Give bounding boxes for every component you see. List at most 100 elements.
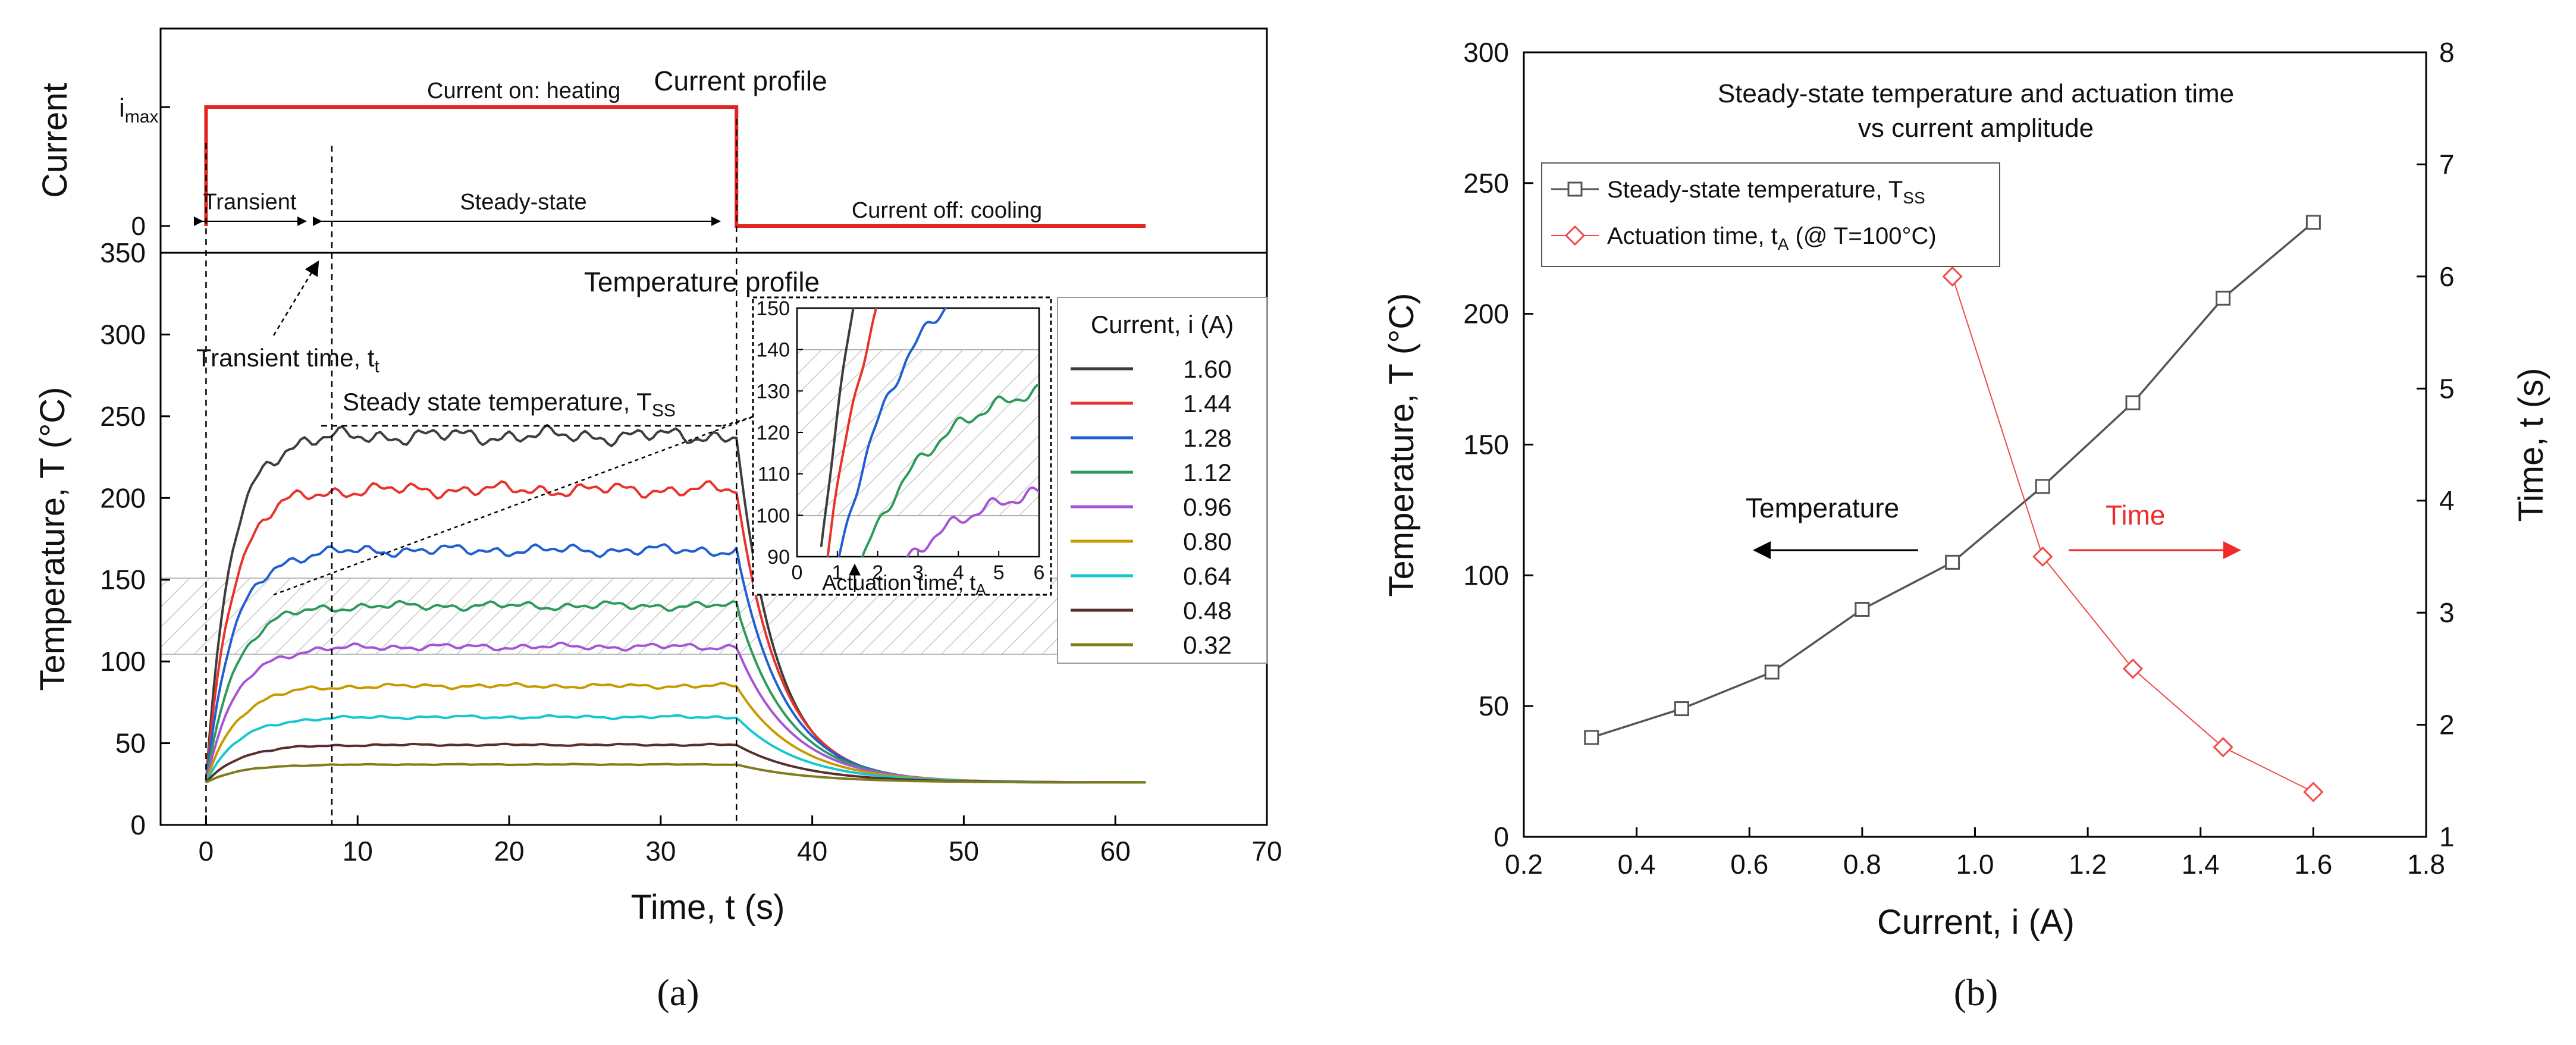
- temperature-point: [1584, 730, 1599, 745]
- temperature-point: [2125, 395, 2141, 410]
- legend-label-0.80: 0.80: [1183, 528, 1232, 556]
- current-plot-frame: [159, 27, 1268, 254]
- panel-b-ylabel-left: Temperature, T (°C): [1382, 293, 1421, 597]
- temperature-profile-plot: Temperature profile 0 10 20 30 40 50 60 7005010…: [33, 119, 1282, 927]
- temperature-profile-title: Temperature profile: [584, 266, 820, 297]
- inset-xtick-label: 6: [1034, 561, 1045, 584]
- current-ytick-zero: 0: [131, 212, 146, 241]
- b-ytick-right-label: 4: [2439, 485, 2455, 516]
- inset-curve-1.12: [861, 384, 1039, 557]
- legend-tss-sub: SS: [1903, 189, 1925, 207]
- actuation-time-point: [2122, 658, 2144, 679]
- inset-xlabel-sub: A: [975, 580, 986, 598]
- inset-curve-0.64: [821, 661, 1047, 779]
- imax-i: i: [119, 93, 125, 123]
- temperature-point: [1855, 601, 1870, 617]
- temperature-curve-0.96: [205, 641, 1146, 784]
- inset-curve-0.96: [906, 486, 1039, 557]
- temperature-arrow-label: Temperature: [1746, 492, 1899, 523]
- b-xtick-label: 0.8: [1843, 849, 1881, 880]
- b-xtick-label: 1.4: [2182, 849, 2220, 880]
- b-ytick-right-label: 1: [2439, 821, 2455, 852]
- ytick-label: 200: [100, 482, 146, 513]
- temperature-curve-0.48: [205, 742, 1146, 784]
- b-xtick-label: 0.6: [1730, 849, 1768, 880]
- ytick-label: 0: [130, 809, 146, 840]
- tss-sub: SS: [652, 401, 676, 420]
- b-xtick-label: 0.4: [1618, 849, 1656, 880]
- xtick-label: 60: [1100, 836, 1131, 867]
- inset-xtick-label: 4: [953, 561, 964, 584]
- b-xtick-label: 0.2: [1505, 849, 1543, 880]
- time-xlabel: Time, t (s): [631, 888, 785, 927]
- legend-label-1.12: 1.12: [1183, 459, 1232, 487]
- b-xtick-label: 1.0: [1956, 849, 1994, 880]
- xtick-label: 30: [645, 836, 676, 867]
- temperature-curve-0.80: [205, 682, 1146, 784]
- inset-xtick-label: 2: [872, 561, 883, 584]
- xtick-label: 50: [949, 836, 979, 867]
- legend-tss-text: Steady-state temperature, T: [1607, 177, 1903, 203]
- panel-b-ylabel-right: Time, t (s): [2512, 368, 2550, 522]
- legend-label-temperature: Steady-state temperature, TSS: [1607, 177, 1925, 207]
- inset-ytick-label: 110: [758, 463, 790, 486]
- temperature-point: [1764, 664, 1780, 680]
- legend-label-0.48: 0.48: [1183, 597, 1232, 625]
- actuation-time-point: [2213, 737, 2233, 758]
- xtick-label: 0: [199, 836, 214, 867]
- temperature-point: [1945, 554, 1960, 570]
- actuation-time-point: [2032, 546, 2053, 567]
- ytick-label: 100: [100, 646, 146, 677]
- b-ytick-right-label: 8: [2439, 37, 2455, 68]
- legend-ta-text: Actuation time, t: [1607, 223, 1778, 249]
- b-ytick-right-label: 7: [2439, 149, 2455, 180]
- legend-ta-sub: A: [1778, 235, 1789, 253]
- b-xtick-label: 1.8: [2407, 849, 2445, 880]
- tss-text: Steady state temperature, T: [343, 388, 652, 416]
- b-ytick-label: 50: [1479, 691, 1509, 721]
- b-ytick-label: 250: [1463, 168, 1509, 199]
- temperature-curve-0.64: [205, 714, 1146, 784]
- actuation-time-inset: 0 1 2 3 4 5 6 90 100 110 120 130 140 150 Actuation ti…: [752, 296, 1052, 779]
- tt-sub: t: [375, 357, 380, 376]
- inset-ytick-label: 150: [756, 297, 790, 320]
- legend-frame: [1057, 297, 1267, 664]
- temperature-point: [1674, 701, 1689, 717]
- b-ytick-label: 200: [1463, 299, 1509, 329]
- inset-ytick-label: 140: [756, 339, 790, 362]
- zoom-leader-line: [273, 415, 755, 596]
- b-ytick-right-label: 2: [2439, 710, 2455, 740]
- current-ylabel: Current: [36, 83, 74, 197]
- b-ytick-label: 150: [1463, 429, 1509, 460]
- inset-ytick-label: 90: [767, 546, 790, 569]
- inset-xtick-label: 0: [792, 561, 803, 584]
- panel-b-xlabel: Current, i (A): [1877, 903, 2075, 942]
- ytick-label: 150: [100, 564, 146, 595]
- b-ytick-label: 0: [1493, 821, 1509, 852]
- xtick-label: 70: [1251, 836, 1282, 867]
- steady-state-label: Steady state temperature, TSS: [343, 388, 676, 420]
- inset-ytick-label: 120: [756, 422, 790, 444]
- legend-marker-square: [1567, 181, 1583, 197]
- zoom-leader-line-2: [722, 415, 755, 427]
- current-profile-title: Current profile: [654, 65, 827, 96]
- actuation-time-point: [2303, 782, 2324, 802]
- legend-label-0.96: 0.96: [1183, 493, 1232, 521]
- transient-annotation: Transient: [203, 190, 297, 215]
- inset-xlabel: Actuation time, tA: [822, 570, 986, 598]
- temperature-curve-0.32: [205, 762, 1146, 784]
- temperature-point: [2305, 215, 2321, 230]
- xtick-label: 10: [343, 836, 373, 867]
- b-ytick-right-label: 5: [2439, 373, 2455, 404]
- ytick-label: 250: [100, 401, 146, 432]
- legend-label-1.44: 1.44: [1183, 390, 1232, 418]
- panel-b-plot: Steady-state temperature and actuation t…: [1382, 37, 2550, 942]
- b-ytick-label: 300: [1463, 37, 1509, 68]
- inset-xtick-label: 1: [832, 561, 843, 584]
- current-ytick-imax: imax: [119, 93, 158, 127]
- inset-curve-1.44: [826, 308, 878, 557]
- panel-b-title-line1: Steady-state temperature and actuation t…: [1718, 79, 2234, 108]
- panel-label-b: (b): [1954, 971, 1998, 1013]
- transient-time-label: Transient time, tt: [196, 344, 380, 376]
